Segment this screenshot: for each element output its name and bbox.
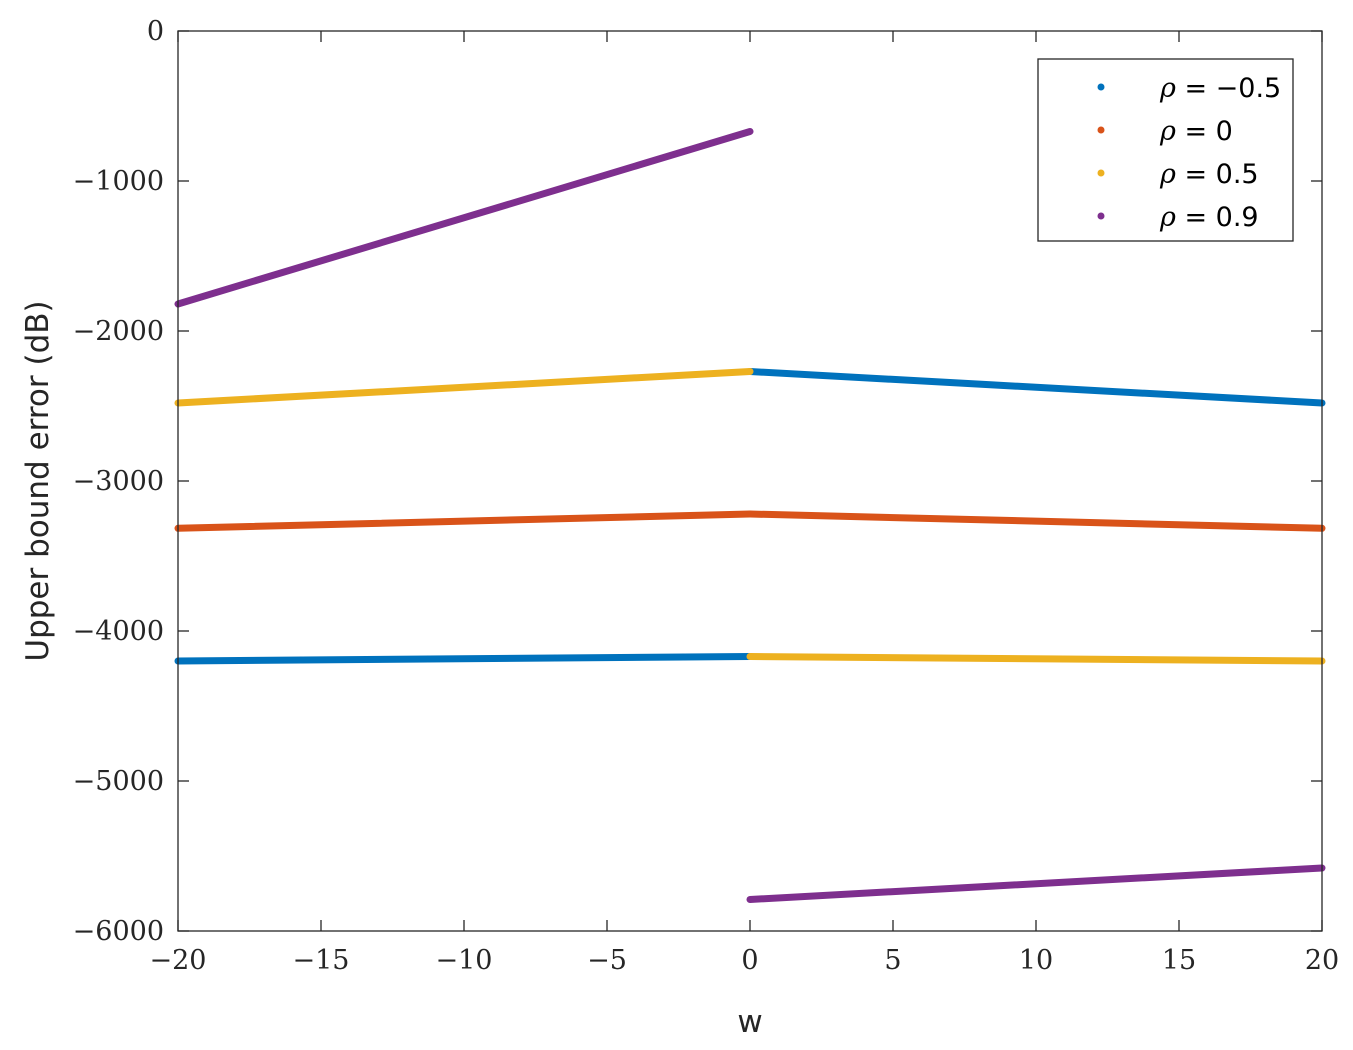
series-1-segment-1-line <box>746 510 1326 532</box>
legend-entry-label: ρ = 0.9 <box>1159 202 1259 233</box>
y-tick-label: 0 <box>147 16 164 47</box>
legend-entry-symbol: ρ <box>1159 159 1176 190</box>
legend-marker <box>1097 83 1105 91</box>
y-axis-label: Upper bound error (dB) <box>20 300 56 661</box>
x-tick-label: −15 <box>293 945 350 976</box>
x-tick-label: −10 <box>436 945 493 976</box>
x-tick-label: −20 <box>150 945 207 976</box>
legend-marker <box>1097 126 1105 134</box>
x-tick-label: 5 <box>884 945 901 976</box>
series-2-segment-0-line <box>174 368 754 407</box>
x-tick-label: 15 <box>1162 945 1196 976</box>
series-3-segment-0-line <box>174 128 754 308</box>
x-tick-label: −5 <box>587 945 627 976</box>
series-0-segment-1-line <box>746 368 1326 407</box>
legend-marker <box>1097 169 1105 177</box>
series-layer <box>174 128 1326 903</box>
series-3-segment-1-line <box>746 864 1326 903</box>
y-tick-label: −4000 <box>73 616 164 647</box>
legend: ρ = −0.5ρ = 0ρ = 0.5ρ = 0.9 <box>1037 58 1294 242</box>
legend-marker <box>1097 212 1105 220</box>
legend-entry-label: ρ = 0.5 <box>1159 159 1259 190</box>
x-tick-label: 20 <box>1305 945 1339 976</box>
legend-entry-value: = 0.5 <box>1176 159 1259 190</box>
legend-entry-symbol: ρ <box>1159 202 1176 233</box>
axis-ticks: −20 −15 −10 −5 0 5 10 15 20 0 −1000 −2000 −3000 −4000… <box>73 16 1340 976</box>
y-tick-label: −3000 <box>73 466 164 497</box>
legend-entry-label: ρ = −0.5 <box>1159 73 1281 104</box>
series-2-segment-1-line <box>746 653 1326 665</box>
legend-entry-symbol: ρ <box>1159 116 1176 147</box>
legend-entry-value: = 0.9 <box>1176 202 1259 233</box>
series-1-segment-0-line <box>174 510 754 532</box>
x-axis-label: w <box>737 1004 762 1040</box>
x-tick-label: 10 <box>1019 945 1053 976</box>
series-0-segment-0-line <box>174 653 754 665</box>
y-tick-label: −1000 <box>73 166 164 197</box>
legend-entry-value: = 0 <box>1176 116 1233 147</box>
y-tick-label: −5000 <box>73 766 164 797</box>
y-tick-label: −2000 <box>73 316 164 347</box>
y-tick-label: −6000 <box>73 916 164 947</box>
legend-entry-symbol: ρ <box>1159 73 1176 104</box>
legend-entry-label: ρ = 0 <box>1159 116 1233 147</box>
legend-box <box>1037 58 1294 242</box>
x-tick-label: 0 <box>741 945 758 976</box>
legend-entry-value: = −0.5 <box>1176 73 1281 104</box>
